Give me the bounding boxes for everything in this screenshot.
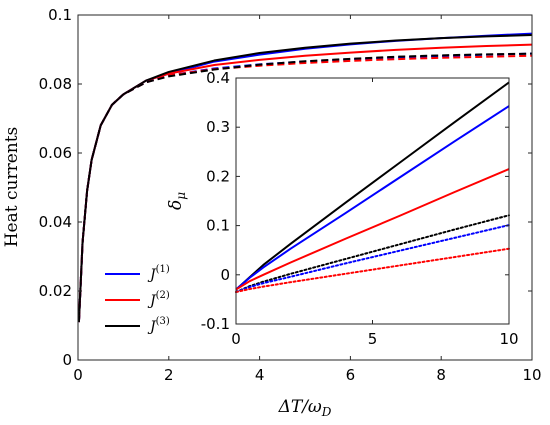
legend-label: J(3) <box>147 316 170 335</box>
main-x-axis-label-text: ΔT/ω <box>278 397 322 417</box>
inset-series-line-3-solid <box>235 168 510 291</box>
inset-series-line-5-dotted <box>235 224 510 294</box>
inset-y-tick-label: 0 <box>220 266 230 284</box>
inset-series-group <box>235 81 510 294</box>
inset-y-tick-label: -0.1 <box>201 315 230 333</box>
legend: J(1)J(2)J(3) <box>99 257 192 342</box>
inset-y-axis-label-text: δ <box>166 200 186 210</box>
inset-series-line-6-dotted <box>235 247 510 294</box>
inset-series-line-4-dotted <box>235 214 510 294</box>
legend-label-base: J <box>147 293 157 309</box>
inset-series-line-2-solid <box>235 105 510 291</box>
inset-x-tick-label: 10 <box>499 330 518 348</box>
legend-label-superscript: (2) <box>156 290 170 301</box>
inset-y-tick-label: 0.1 <box>206 217 230 235</box>
legend-entries: J(1)J(2)J(3) <box>105 264 170 335</box>
main-axes-frame <box>77 14 533 361</box>
inset-y-tick-label: 0.4 <box>206 69 230 87</box>
main-x-tick-label: 8 <box>436 366 446 384</box>
main-y-tick-label: 0.02 <box>39 282 72 300</box>
main-y-tick-label: 0.06 <box>39 144 72 162</box>
inset-y-tick-label: 0.2 <box>206 167 230 185</box>
main-x-axis-label-subscript: D <box>321 405 332 419</box>
inset-x-tick-label: 0 <box>231 330 241 348</box>
main-series-line-3-solid <box>77 34 533 323</box>
main-series-group <box>77 32 533 323</box>
main-y-tick-label: 0.1 <box>48 6 72 24</box>
legend-label: J(1) <box>147 264 170 283</box>
inset-axes: 0 5 10 -0.100.10.20.30.4 δμ <box>166 69 519 348</box>
main-series-line-5-dashed <box>77 54 533 323</box>
main-x-tick-label: 2 <box>164 366 174 384</box>
main-y-axis-label: Heat currents <box>2 127 22 248</box>
main-y-tick-label: 0.04 <box>39 213 72 231</box>
main-series-line-6-dashed <box>77 52 533 323</box>
main-x-tick-label: 10 <box>522 366 541 384</box>
inset-y-ticks: -0.1 0 0.1 0.2 0.3 0.4 <box>201 69 509 333</box>
main-x-tick-label: 6 <box>346 366 356 384</box>
legend-label: J(2) <box>147 290 170 309</box>
legend-label-superscript: (3) <box>156 316 170 327</box>
main-y-tick-label: 0 <box>62 351 72 369</box>
main-y-ticks: 0 0.02 0.04 0.06 0.08 0.1 <box>39 6 532 369</box>
legend-label-superscript: (1) <box>156 264 170 275</box>
legend-label-base: J <box>147 319 157 335</box>
main-x-ticks: 0 2 4 6 8 10 <box>73 15 542 384</box>
inset-y-tick-label: 0.3 <box>206 118 230 136</box>
inset-x-ticks: 0 5 10 <box>231 78 519 348</box>
inset-plot-area <box>236 78 509 324</box>
legend-label-base: J <box>147 267 157 283</box>
inset-x-tick-label: 5 <box>368 330 378 348</box>
main-x-tick-label: 0 <box>73 366 83 384</box>
inset-y-axis-label-subscript: μ <box>174 192 188 200</box>
main-x-axis-label: ΔT/ωD <box>278 397 332 419</box>
main-x-tick-label: 4 <box>255 366 265 384</box>
main-y-tick-label: 0.08 <box>39 75 72 93</box>
inset-y-axis-label: δμ <box>166 192 188 210</box>
